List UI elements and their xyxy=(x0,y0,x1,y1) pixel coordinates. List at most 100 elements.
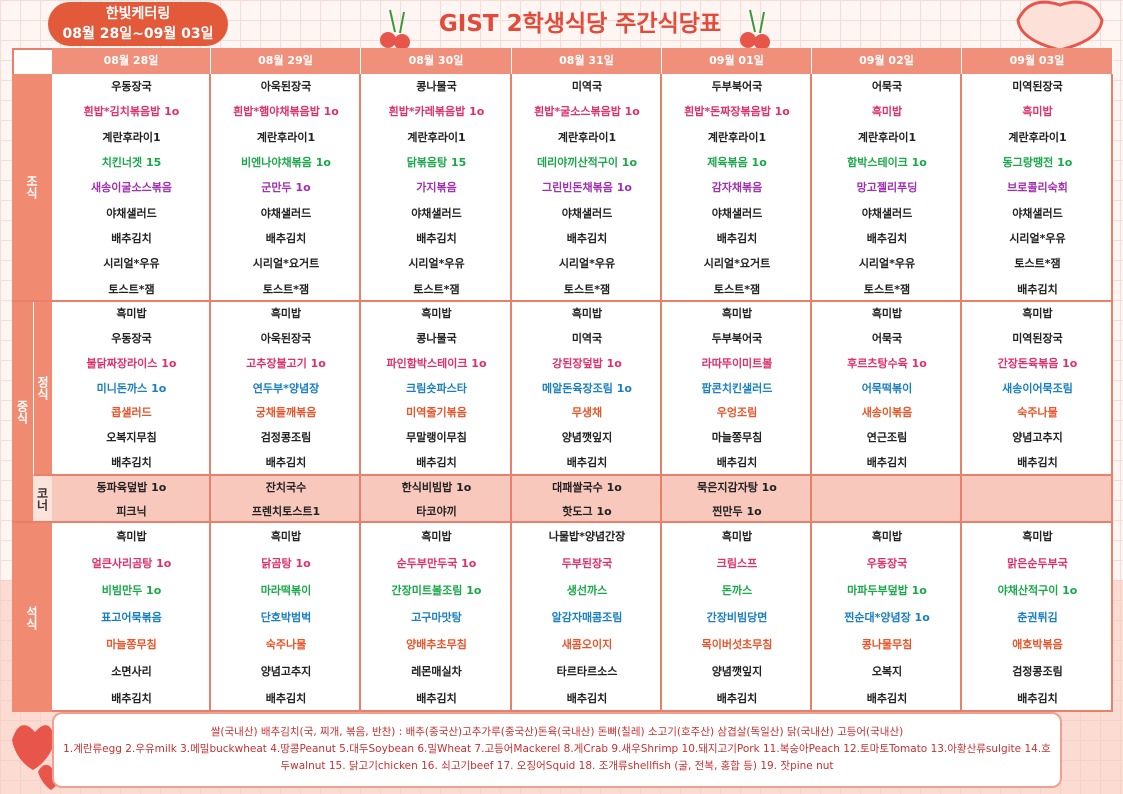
day-cell xyxy=(211,523,361,712)
menu-item: 동파육덮밥 1o xyxy=(96,481,167,494)
menu-item: 프렌치토스트1 xyxy=(251,504,321,518)
day-header: 08월 30일 xyxy=(361,48,512,74)
menu-item: 우동장국 xyxy=(111,331,152,345)
menu-item: 검정콩조림 xyxy=(260,431,312,445)
menu-item: 배추김치 xyxy=(416,692,457,705)
menu-item: 함박스테이크 1o xyxy=(847,156,927,169)
menu-item: 연두부*양념장 xyxy=(252,381,320,395)
menu-item: 흑미밥 xyxy=(270,307,302,320)
day-cell xyxy=(812,74,962,302)
menu-item: 미역줄기볶음 xyxy=(406,406,467,420)
menu-item: 우동장국 xyxy=(866,557,908,570)
menu-item: 미역된장국 xyxy=(1012,80,1063,93)
menu-item: 표고어묵볶음 xyxy=(101,611,162,624)
menu-item: 두부된장국 xyxy=(561,557,613,570)
menu-item: 두부북어국 xyxy=(711,80,763,93)
menu-item: 흰밥*카레볶음밥 1o xyxy=(388,105,485,119)
menu-item: 소면사리 xyxy=(111,665,152,678)
menu-item: 시리얼*우유 xyxy=(1009,232,1066,245)
menu-item: 양념깻잎지 xyxy=(561,431,613,445)
day-cell xyxy=(361,302,512,476)
menu-item: 배추김치 xyxy=(566,456,608,470)
day-cell xyxy=(662,476,812,523)
menu-item: 마라떡볶이 xyxy=(260,584,312,597)
menu-item: 제육볶음 1o xyxy=(707,156,767,169)
menu-item: 목이버섯초무침 xyxy=(701,638,773,651)
menu-item: 새콤오이지 xyxy=(561,638,613,651)
menu-item: 토스트*잼 xyxy=(713,282,761,296)
menu-item: 시리얼*요거트 xyxy=(252,257,320,271)
day-header: 08월 29일 xyxy=(211,48,361,74)
day-cell xyxy=(52,74,211,302)
menu-item: 미니돈까스 1o xyxy=(96,381,167,395)
day-cell xyxy=(52,523,211,712)
menu-item: 어묵국 xyxy=(871,331,903,345)
header-badge: 한빛케터링 08월 28일~09월 03일 xyxy=(48,2,228,46)
menu-item: 핫도그 1o xyxy=(562,504,612,518)
menu-item: 대패쌀국수 1o xyxy=(552,481,622,494)
menu-item: 토스트*잼 xyxy=(563,282,611,296)
caterer: 한빛케터링 xyxy=(105,6,171,22)
menu-item: 데리야끼산적구이 1o xyxy=(537,156,637,169)
day-cell xyxy=(512,523,662,712)
menu-item: 배추김치 xyxy=(265,232,307,245)
menu-item: 배추김치 xyxy=(111,692,152,705)
menu-item: 애호박볶음 xyxy=(1012,638,1063,651)
menu-item: 라따뚜이미트볼 xyxy=(701,356,773,370)
day-cell xyxy=(812,302,962,476)
menu-item: 배추김치 xyxy=(1017,282,1058,296)
menu-item: 양념고추지 xyxy=(260,665,312,678)
day-cell xyxy=(52,476,211,523)
menu-item: 콩나물국 xyxy=(416,331,457,345)
menu-item: 마늘쫑무침 xyxy=(106,638,157,651)
menu-item: 배추김치 xyxy=(416,456,457,470)
menu-item: 야채샐러드 xyxy=(861,206,913,220)
menu-item: 계란후라이1 xyxy=(707,130,767,144)
day-cell xyxy=(512,476,662,523)
menu-item: 군만두 1o xyxy=(261,181,311,195)
section-label: 석식 xyxy=(12,523,52,712)
menu-item: 흑미밥 xyxy=(871,105,903,119)
menu-item: 아욱된장국 xyxy=(260,331,312,345)
menu-item: 계란후라이1 xyxy=(102,130,161,144)
menu-item: 비빔만두 1o xyxy=(101,584,162,597)
menu-item: 콩나물국 xyxy=(416,80,457,93)
menu-item: 메알돈육장조림 1o xyxy=(542,381,632,395)
menu-item: 후르츠탕수육 1o xyxy=(847,356,927,370)
menu-item: 흑미밥 xyxy=(871,307,903,320)
menu-item: 흑미밥 xyxy=(571,307,603,320)
footer: 쌀(국내산) 배추김치(국, 찌개, 볶음, 반찬) : 배추(중국산)고추가루… xyxy=(52,712,1062,788)
origin-note: 쌀(국내산) 배추김치(국, 찌개, 볶음, 반찬) : 배추(중국산)고추가루… xyxy=(210,726,904,738)
menu-item: 고구마맛탕 xyxy=(411,611,462,624)
menu-item: 한식비빔밥 1o xyxy=(401,481,472,494)
menu-item: 궁채들깨볶음 xyxy=(255,406,317,420)
menu-item: 숙주나물 xyxy=(265,638,307,651)
menu-item: 오복지 xyxy=(871,665,903,678)
day-cell xyxy=(512,74,662,302)
menu-item: 흰밥*돈짜장볶음밥 1o xyxy=(684,105,790,119)
title: GIST 2학생식당 주간식당표 xyxy=(438,11,722,37)
menu-item: 그린빈돈채볶음 1o xyxy=(542,181,632,195)
menu-item: 치킨너겟 15 xyxy=(101,156,162,169)
menu-item: 크림숏파스타 xyxy=(406,381,467,395)
menu-item: 토스트*잼 xyxy=(1014,257,1061,271)
menu-item: 단호박범벅 xyxy=(260,611,312,624)
day-cell xyxy=(962,476,1113,523)
menu-item: 새송이어묵조림 xyxy=(1002,381,1073,395)
menu-item: 묵은지감자탕 1o xyxy=(697,481,777,494)
menu-item: 배추김치 xyxy=(265,692,307,705)
menu-item: 비엔나야채볶음 1o xyxy=(241,156,331,169)
menu-item: 간장돈육볶음 1o xyxy=(997,356,1078,370)
menu-item: 배추김치 xyxy=(866,232,908,245)
menu-item: 닭곰탕 1o xyxy=(261,557,311,570)
day-cell xyxy=(361,476,512,523)
menu-item: 춘권튀김 xyxy=(1017,611,1058,624)
menu-item: 흰밥*굴소스볶음밥 1o xyxy=(534,105,640,119)
day-header: 08월 31일 xyxy=(512,48,662,74)
period: 08월 28일~09월 03일 xyxy=(62,26,214,42)
menu-item: 배추김치 xyxy=(566,232,608,245)
menu-item: 간장비빔당면 xyxy=(706,611,768,624)
section-label: 조식 xyxy=(12,74,52,302)
menu-item: 생선까스 xyxy=(566,584,608,597)
menu-item: 흑미밥 xyxy=(116,530,147,543)
